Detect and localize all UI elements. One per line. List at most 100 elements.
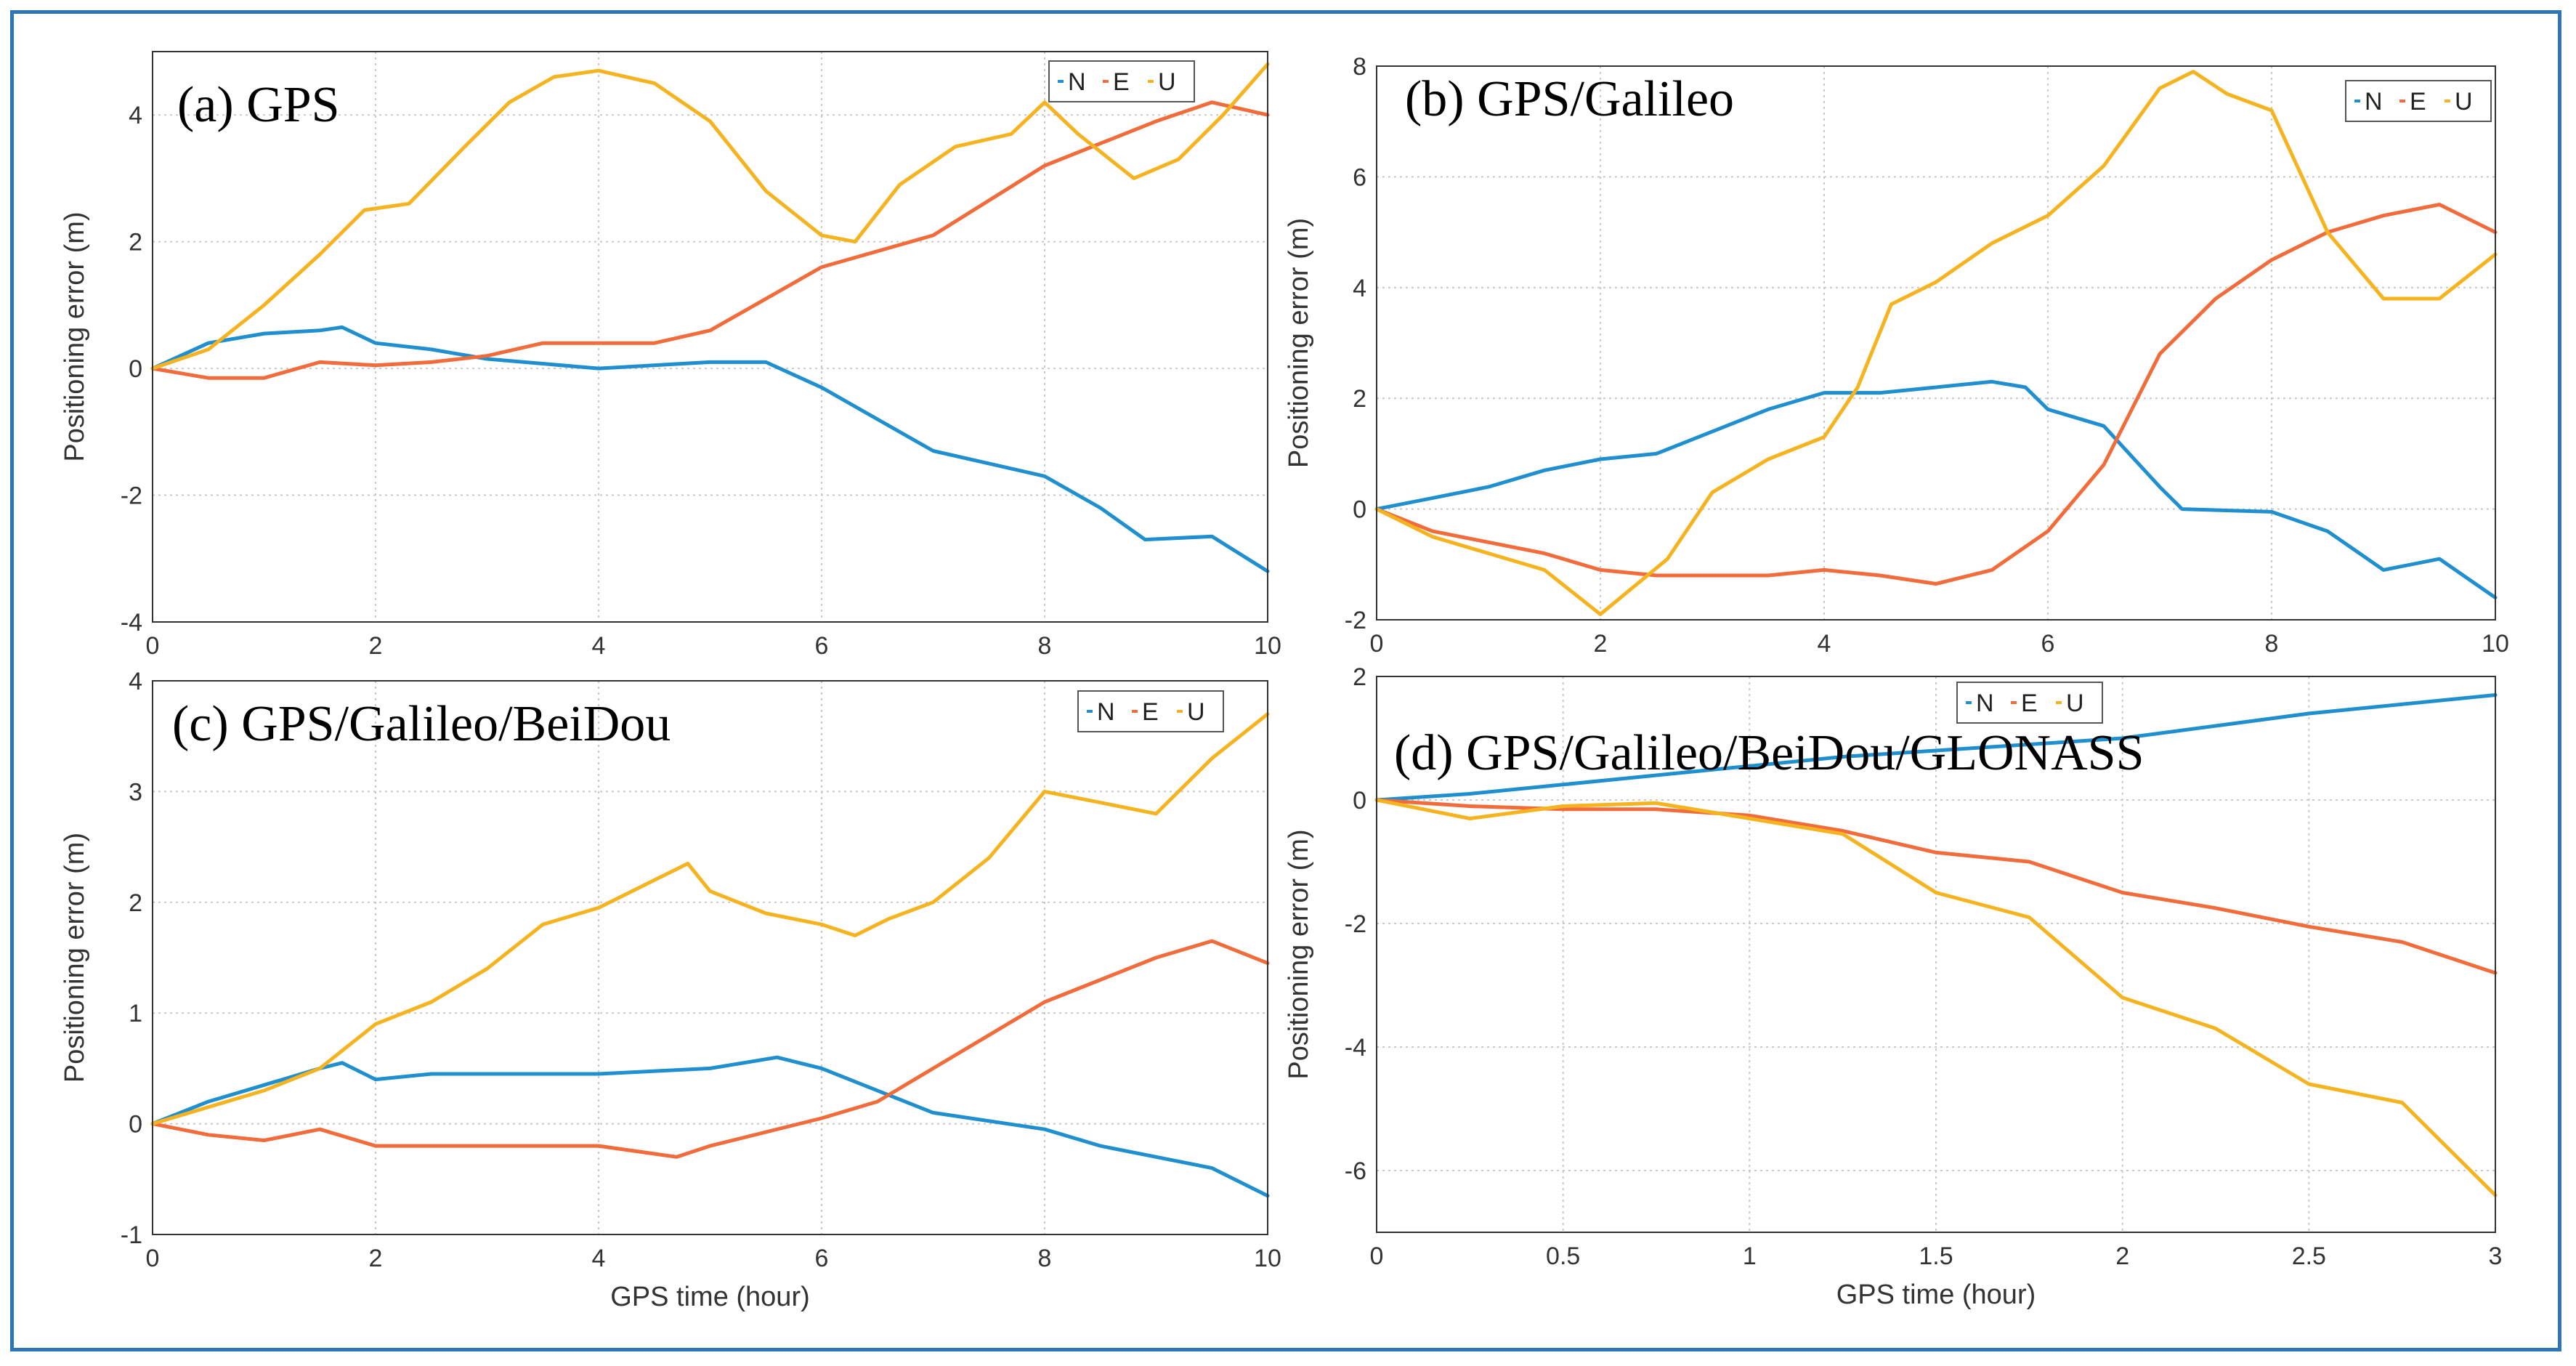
- legend-box: [1077, 690, 1224, 732]
- x-tick-label: 2: [2115, 1242, 2129, 1270]
- axes-box: [152, 51, 1268, 623]
- y-tick-label: -6: [1345, 1157, 1366, 1185]
- x-tick-label: 0: [1370, 1242, 1384, 1270]
- legend-label-E: E: [2021, 690, 2038, 717]
- series-line-N: [1374, 379, 2498, 599]
- panel-title: (d) GPS/Galileo/BeiDou/GLONASS: [1394, 725, 2144, 781]
- y-tick-label: 0: [129, 355, 142, 383]
- x-tick-label: 0: [146, 1245, 160, 1272]
- axes-box: [1376, 676, 2496, 1233]
- x-tick-label: 2: [369, 1245, 383, 1272]
- series-line-E: [150, 100, 1270, 380]
- axes-box: [1376, 65, 2496, 621]
- y-tick-label: 2: [1353, 663, 1366, 691]
- series-line-U: [150, 712, 1270, 1126]
- plot-area: [1377, 676, 2495, 1232]
- y-tick-label: -1: [121, 1221, 142, 1249]
- y-tick-label: -2: [1345, 607, 1366, 634]
- y-tick-label: 0: [1353, 787, 1366, 815]
- y-tick-label: 2: [129, 229, 142, 256]
- y-tick-label: -4: [121, 609, 142, 636]
- series-line-U: [1374, 70, 2498, 616]
- y-tick-label: 8: [1353, 53, 1366, 81]
- chart-a: 0 2 4 6 8 10 -4 -2 0 2 4 Positioning error (m) N E U (a…: [60, 51, 1281, 660]
- y-tick-label: -4: [1345, 1034, 1366, 1062]
- legend-label-E: E: [2410, 88, 2426, 116]
- panel-title: (c) GPS/Galileo/BeiDou: [172, 696, 671, 752]
- legend-box: [1956, 682, 2103, 724]
- series-line-N: [150, 325, 1270, 573]
- x-tick-label: 8: [1038, 1245, 1052, 1272]
- x-tick-label: 0: [1370, 630, 1384, 658]
- y-tick-label: 2: [1353, 385, 1366, 413]
- legend-label-U: U: [2066, 690, 2084, 717]
- plot-area: [153, 681, 1268, 1234]
- x-tick-label: 1: [1743, 1242, 1757, 1270]
- legend-box: [2345, 80, 2492, 122]
- legend-box: [1048, 60, 1195, 102]
- panel-title: (b) GPS/Galileo: [1405, 71, 1734, 127]
- legend-label-N: N: [1068, 68, 1086, 96]
- plot-area: [1377, 66, 2495, 620]
- x-tick-label: 10: [2482, 630, 2509, 658]
- y-tick-label: 4: [1353, 275, 1366, 302]
- legend-label-U: U: [1158, 68, 1176, 96]
- x-tick-label: 0: [146, 632, 160, 660]
- x-tick-label: 10: [1254, 1245, 1281, 1272]
- series-line-E: [150, 939, 1270, 1159]
- legend-label-U: U: [1187, 698, 1205, 726]
- x-tick-label: 8: [1038, 632, 1052, 660]
- legend-label-E: E: [1113, 68, 1130, 96]
- y-tick-label: 3: [129, 778, 142, 806]
- y-tick-label: -2: [1345, 910, 1366, 938]
- plot-area: [153, 52, 1268, 622]
- x-tick-label: 3: [2489, 1242, 2503, 1270]
- x-tick-label: 10: [1254, 632, 1281, 660]
- x-tick-label: 0.5: [1546, 1242, 1580, 1270]
- axes-box: [152, 680, 1268, 1235]
- series-line-N: [1374, 693, 2498, 802]
- x-tick-label: 6: [815, 1245, 829, 1272]
- figure-frame: 0 2 4 6 8 10 -4 -2 0 2 4 Positioning error (m) N E U (a…: [10, 10, 2561, 1351]
- x-tick-label: 1.5: [1919, 1242, 1953, 1270]
- chart-d: 0 0.5 1 1.5 2 2.5 3 -6 -4 -2 0 2 Positioning error (…: [1284, 663, 2502, 1310]
- x-tick-label: 2: [1594, 630, 1608, 658]
- legend-label-N: N: [2365, 88, 2383, 116]
- y-axis-label: Positioning error (m): [1284, 218, 1314, 468]
- x-tick-label: 2: [369, 632, 383, 660]
- x-tick-label: 8: [2265, 630, 2279, 658]
- y-tick-label: 2: [129, 889, 142, 917]
- y-tick-label: 6: [1353, 163, 1366, 191]
- y-tick-label: -2: [121, 482, 142, 510]
- y-tick-label: 4: [129, 668, 142, 695]
- y-tick-label: 1: [129, 1000, 142, 1027]
- x-tick-label: 6: [815, 632, 829, 660]
- legend-label-N: N: [1097, 698, 1115, 726]
- series-line-U: [1374, 798, 2498, 1197]
- panel-title: (a) GPS: [177, 77, 340, 133]
- x-tick-label: 4: [592, 1245, 606, 1272]
- x-tick-label: 6: [2041, 630, 2055, 658]
- y-tick-label: 4: [129, 102, 142, 129]
- y-axis-label: Positioning error (m): [60, 211, 90, 461]
- x-tick-label: 4: [592, 632, 606, 660]
- x-tick-label: 2.5: [2292, 1242, 2326, 1270]
- y-tick-label: 0: [1353, 496, 1366, 524]
- series-line-E: [1374, 203, 2498, 586]
- y-axis-label: Positioning error (m): [1284, 829, 1314, 1079]
- y-axis-label: Positioning error (m): [60, 833, 90, 1083]
- x-axis-label: GPS time (hour): [1836, 1280, 2036, 1310]
- legend-label-N: N: [1976, 690, 1994, 717]
- series-line-U: [150, 62, 1270, 371]
- series-line-E: [1374, 798, 2498, 975]
- legend-label-E: E: [1142, 698, 1159, 726]
- y-tick-label: 0: [129, 1111, 142, 1139]
- x-axis-label: GPS time (hour): [610, 1282, 810, 1312]
